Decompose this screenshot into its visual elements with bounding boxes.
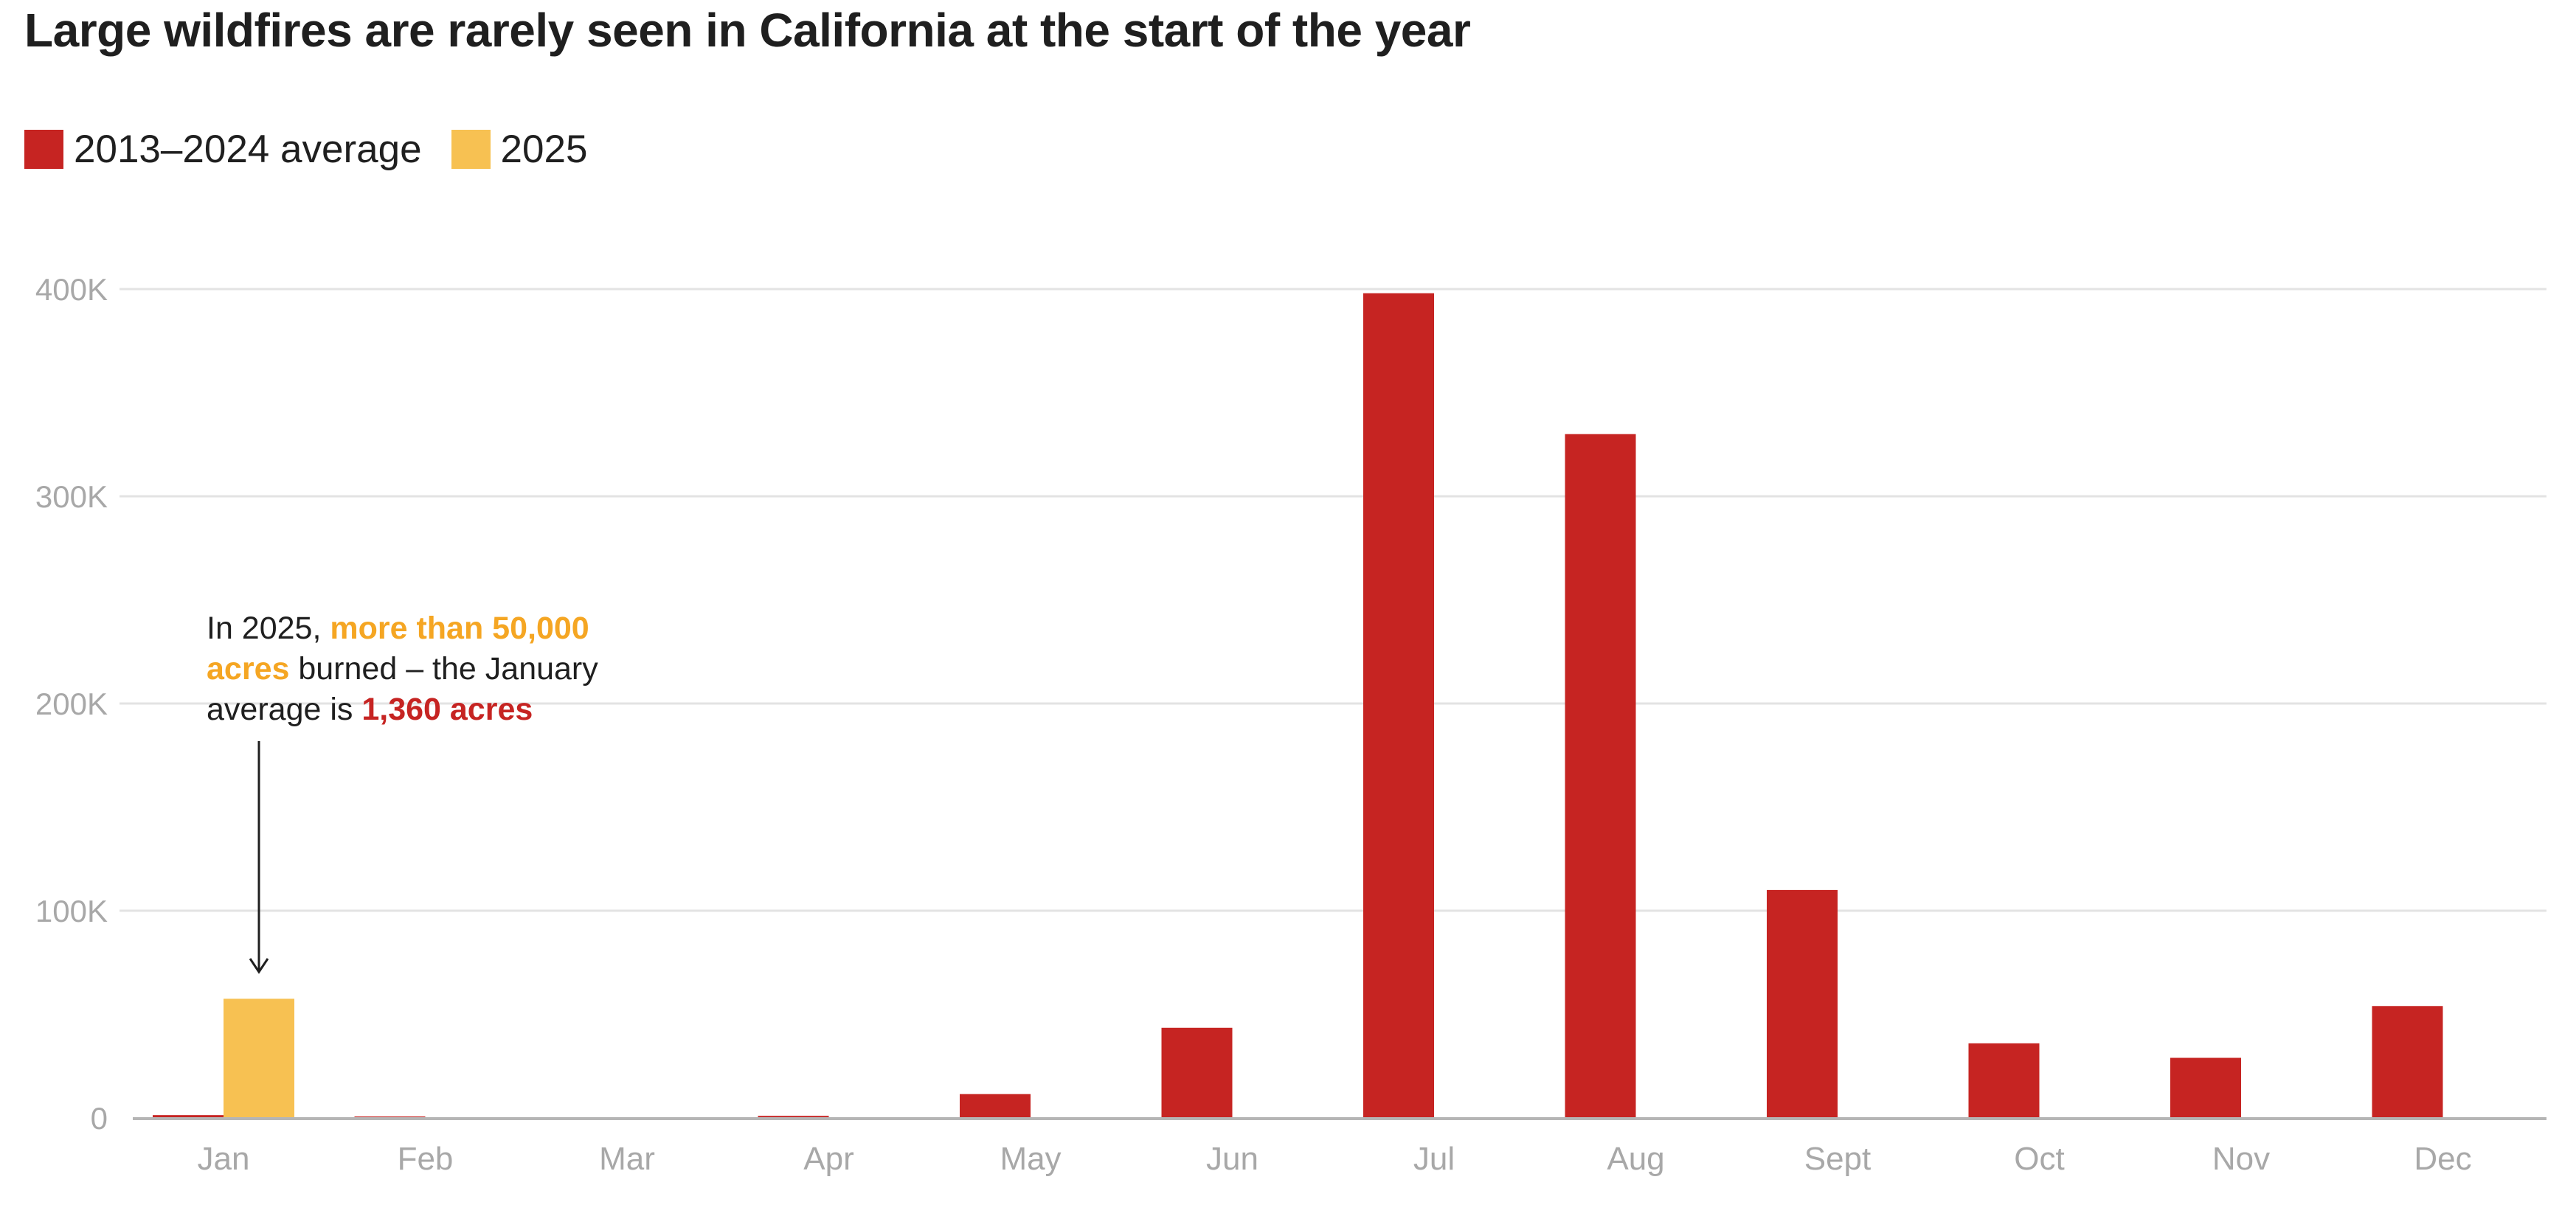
bar <box>1767 889 1838 1118</box>
annotation-highlight-2025: more than 50,000 acres <box>207 611 589 687</box>
gridlines <box>120 288 2546 912</box>
x-tick-label: Jun <box>1206 1141 1258 1177</box>
y-tick-label: 100K <box>35 894 108 928</box>
x-tick-label: May <box>1000 1141 1061 1177</box>
legend: 2013–2024 average 2025 <box>24 127 617 171</box>
annotation-arrow <box>249 741 269 974</box>
x-tick-label: Apr <box>803 1141 854 1177</box>
bar <box>2372 1006 2443 1118</box>
bar <box>1161 1027 1233 1118</box>
legend-label-average: 2013–2024 average <box>74 127 422 171</box>
y-tick-label: 200K <box>35 687 108 721</box>
x-axis-ticks: Jan Feb Mar Apr May Jun Jul Aug Sept Oct Nov Dec <box>198 1141 2472 1177</box>
bar <box>1968 1043 2040 1118</box>
legend-label-2025: 2025 <box>500 127 588 171</box>
annotation-highlight-average: 1,360 acres <box>361 692 533 727</box>
x-tick-label: Jan <box>198 1141 250 1177</box>
x-tick-label: Nov <box>2212 1141 2270 1177</box>
bar <box>1565 434 1636 1118</box>
x-tick-label: Dec <box>2414 1141 2471 1177</box>
x-tick-label: Mar <box>599 1141 655 1177</box>
legend-item-2025: 2025 <box>451 127 588 172</box>
bars <box>153 293 2443 1118</box>
annotation-text: In 2025, more than 50,000 acres burned –… <box>207 608 664 730</box>
annotation-middle: burned – the January average is <box>207 651 598 727</box>
bar <box>153 1115 224 1118</box>
legend-item-average: 2013–2024 average <box>24 127 422 172</box>
bar <box>224 998 294 1118</box>
bar <box>758 1116 829 1118</box>
y-tick-label: 0 <box>91 1101 108 1136</box>
x-tick-label: Feb <box>398 1141 454 1177</box>
bar <box>1363 293 1434 1118</box>
bar <box>2170 1057 2241 1118</box>
x-tick-label: Sept <box>1804 1141 1872 1177</box>
annotation-prefix: In 2025, <box>207 611 330 646</box>
y-axis-ticks: 0 100K 200K 300K 400K <box>35 272 108 1136</box>
legend-swatch-2025 <box>451 129 491 169</box>
legend-swatch-average <box>24 129 63 169</box>
y-tick-label: 300K <box>35 479 108 514</box>
x-tick-label: Aug <box>1607 1141 1664 1177</box>
chart-title: Large wildfires are rarely seen in Calif… <box>24 4 1471 57</box>
bar <box>960 1094 1031 1118</box>
y-tick-label: 400K <box>35 272 108 307</box>
x-tick-label: Oct <box>2014 1141 2064 1177</box>
x-tick-label: Jul <box>1413 1141 1455 1177</box>
annotation-arrow-head <box>249 958 269 974</box>
